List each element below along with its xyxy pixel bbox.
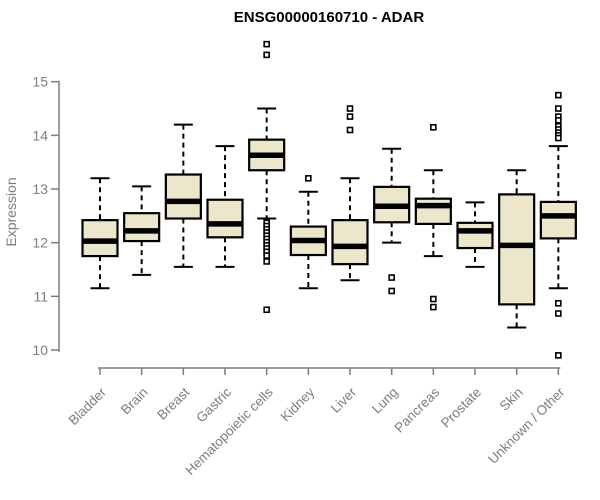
outlier-point-unknown-other — [555, 352, 562, 359]
outlier-point-pancreas — [430, 303, 437, 311]
box-unknown-other — [539, 200, 577, 240]
outlier-point-kidney — [305, 174, 312, 182]
outlier-point-unknown-other — [555, 117, 562, 124]
x-tick-label-kidney: Kidney — [278, 384, 318, 424]
y-tick-label: 13 — [32, 181, 48, 197]
box-bladder — [81, 219, 119, 258]
outlier-point-liver — [346, 113, 354, 120]
outlier-point-liver — [346, 105, 354, 112]
outlier-point-unknown-other — [555, 300, 562, 307]
outlier-point-lung — [388, 287, 395, 295]
box-liver — [331, 219, 369, 266]
y-tick-label: 14 — [32, 127, 48, 143]
outlier-point-pancreas — [430, 295, 437, 303]
chart-title: ENSG00000160710 - ADAR — [234, 9, 425, 26]
outlier-point-liver — [346, 126, 354, 134]
y-tick-label: 15 — [32, 74, 48, 90]
outlier-point-pancreas — [430, 124, 437, 131]
y-tick-label: 10 — [32, 342, 48, 358]
y-tick-label: 11 — [33, 288, 48, 304]
outlier-point-unknown-other — [555, 310, 562, 317]
x-tick-label-pancreas: Pancreas — [392, 384, 443, 435]
x-tick-label-prostate: Prostate — [438, 385, 484, 431]
x-tick-label-breast: Breast — [154, 384, 192, 422]
box-breast — [164, 173, 202, 220]
x-tick-label-brain: Brain — [118, 385, 151, 418]
outlier-point-unknown-other — [555, 91, 562, 99]
box-gastric — [206, 198, 244, 239]
box-prostate — [456, 221, 494, 250]
outlier-point-hematopoietic-cells — [263, 258, 270, 265]
outlier-point-hematopoietic-cells — [263, 252, 270, 259]
outlier-point-hematopoietic-cells — [263, 306, 270, 314]
y-tick-label: 12 — [32, 235, 48, 251]
x-tick-label-skin: Skin — [497, 385, 526, 414]
box-brain — [123, 212, 161, 243]
y-axis-label: Expression — [3, 177, 19, 246]
box-skin — [498, 193, 536, 306]
x-tick-label-bladder: Bladder — [66, 384, 110, 428]
outlier-point-unknown-other — [555, 134, 562, 142]
x-tick-label-lung: Lung — [369, 385, 401, 417]
outlier-point-lung — [388, 274, 395, 281]
x-tick-label-gastric: Gastric — [193, 384, 234, 425]
outlier-point-hematopoietic-cells — [263, 51, 270, 59]
box-pancreas — [414, 197, 452, 225]
outlier-point-hematopoietic-cells — [263, 40, 270, 48]
x-tick-label-unknown-other: Unknown / Other — [485, 384, 568, 467]
outlier-point-unknown-other — [555, 105, 562, 112]
x-tick-label-liver: Liver — [328, 384, 360, 416]
